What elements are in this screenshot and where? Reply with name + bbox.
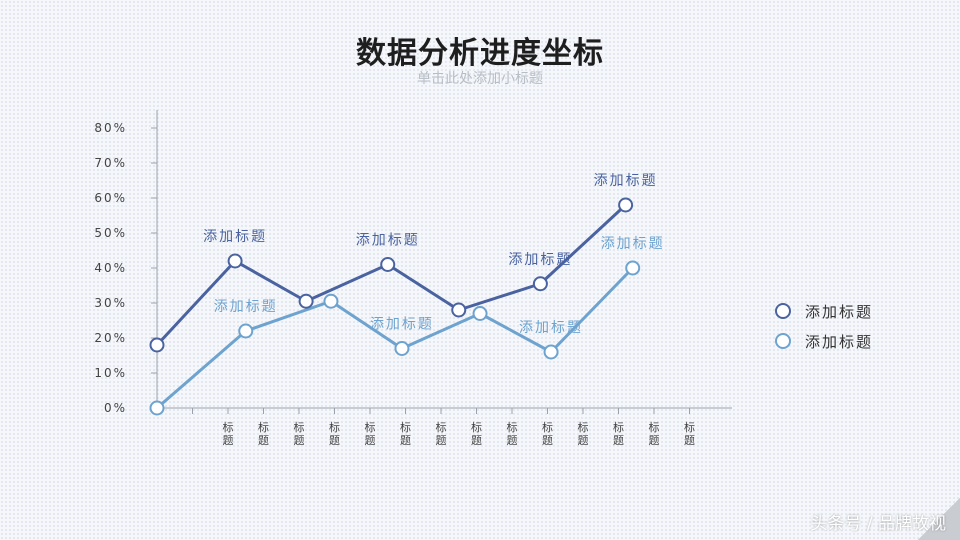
legend-item-series-1[interactable]: 添加标题 bbox=[775, 296, 873, 326]
x-tick-label: 题 bbox=[684, 434, 695, 447]
x-tick-label: 标 bbox=[507, 420, 518, 434]
legend-label-series-1: 添加标题 bbox=[805, 302, 874, 321]
legend-marker-series-2 bbox=[775, 333, 791, 349]
y-tick-label: 0% bbox=[104, 401, 127, 415]
page-corner-fold bbox=[918, 498, 960, 540]
series-1-point[interactable] bbox=[451, 302, 467, 318]
x-tick-label: 题 bbox=[471, 434, 482, 447]
series-1-point[interactable] bbox=[149, 337, 165, 353]
x-tick-label: 标 bbox=[365, 420, 376, 434]
x-tick-label: 题 bbox=[365, 434, 376, 447]
series-2-point[interactable] bbox=[323, 293, 339, 309]
series-2-data-label: 添加标题 bbox=[370, 317, 434, 333]
series-1-point[interactable] bbox=[532, 276, 548, 292]
y-tick-label: 30% bbox=[94, 296, 127, 310]
chart-subtitle: 单击此处添加小标题 bbox=[417, 71, 543, 87]
x-tick-label: 题 bbox=[294, 434, 305, 447]
series-1-point[interactable] bbox=[380, 257, 396, 272]
series-1-data-label: 添加标题 bbox=[203, 229, 267, 245]
x-tick-label: 题 bbox=[507, 434, 518, 447]
series-2-data-label: 添加标题 bbox=[519, 320, 583, 336]
x-tick-label: 题 bbox=[258, 434, 269, 447]
chart-title: 数据分析进度坐标 bbox=[356, 36, 604, 71]
series-2-point[interactable] bbox=[472, 306, 488, 321]
x-tick-label: 题 bbox=[649, 434, 660, 447]
legend-item-series-2[interactable]: 添加标题 bbox=[775, 326, 873, 356]
series-1-point[interactable] bbox=[227, 253, 243, 269]
series-2-data-label: 添加标题 bbox=[214, 299, 278, 315]
x-tick-label: 题 bbox=[542, 434, 553, 447]
y-tick-label: 40% bbox=[94, 261, 127, 275]
x-tick-label: 标 bbox=[436, 420, 447, 434]
x-tick-label: 标 bbox=[649, 420, 660, 434]
x-tick-label: 题 bbox=[578, 434, 589, 447]
legend-label-series-2: 添加标题 bbox=[805, 332, 874, 351]
series-1-data-label: 添加标题 bbox=[356, 233, 420, 249]
x-tick-label: 标 bbox=[223, 420, 234, 434]
x-tick-label: 标 bbox=[542, 420, 553, 434]
y-tick-label: 20% bbox=[94, 331, 127, 345]
y-tick-label: 60% bbox=[94, 191, 127, 205]
x-tick-label: 题 bbox=[223, 434, 234, 447]
legend: 添加标题 添加标题 bbox=[775, 296, 873, 356]
series-2-point[interactable] bbox=[238, 323, 254, 339]
y-tick-label: 70% bbox=[94, 156, 127, 170]
x-tick-label: 题 bbox=[400, 434, 411, 447]
series-2-line bbox=[156, 266, 634, 410]
x-tick-label: 标 bbox=[329, 420, 340, 434]
watermark-text: 头条号 / 品牌故视 bbox=[810, 514, 946, 534]
x-tick-label: 标 bbox=[258, 420, 269, 434]
series-1-point[interactable] bbox=[298, 293, 314, 309]
series-2-point[interactable] bbox=[543, 344, 559, 360]
x-tick-label: 题 bbox=[613, 434, 624, 447]
x-tick-label: 标 bbox=[400, 420, 411, 434]
series-2-point[interactable] bbox=[625, 260, 641, 276]
series-1-data-label: 添加标题 bbox=[594, 173, 658, 189]
series-1-point[interactable] bbox=[618, 197, 634, 213]
y-tick-label: 10% bbox=[94, 366, 127, 380]
x-tick-label: 标 bbox=[294, 420, 305, 434]
x-tick-label: 标 bbox=[471, 420, 482, 434]
x-tick-label: 题 bbox=[329, 434, 340, 447]
y-tick-label: 50% bbox=[94, 226, 127, 240]
x-tick-label: 标 bbox=[613, 420, 624, 434]
series-2-point[interactable] bbox=[394, 341, 410, 356]
series-2-point[interactable] bbox=[149, 400, 165, 416]
y-tick-label: 80% bbox=[94, 121, 127, 135]
x-tick-label: 标 bbox=[578, 420, 589, 434]
x-tick-label: 标 bbox=[684, 420, 695, 434]
series-2-data-label: 添加标题 bbox=[601, 236, 665, 252]
series-1-data-label: 添加标题 bbox=[508, 252, 572, 268]
x-tick-label: 题 bbox=[436, 434, 447, 447]
legend-marker-series-1 bbox=[775, 303, 791, 319]
